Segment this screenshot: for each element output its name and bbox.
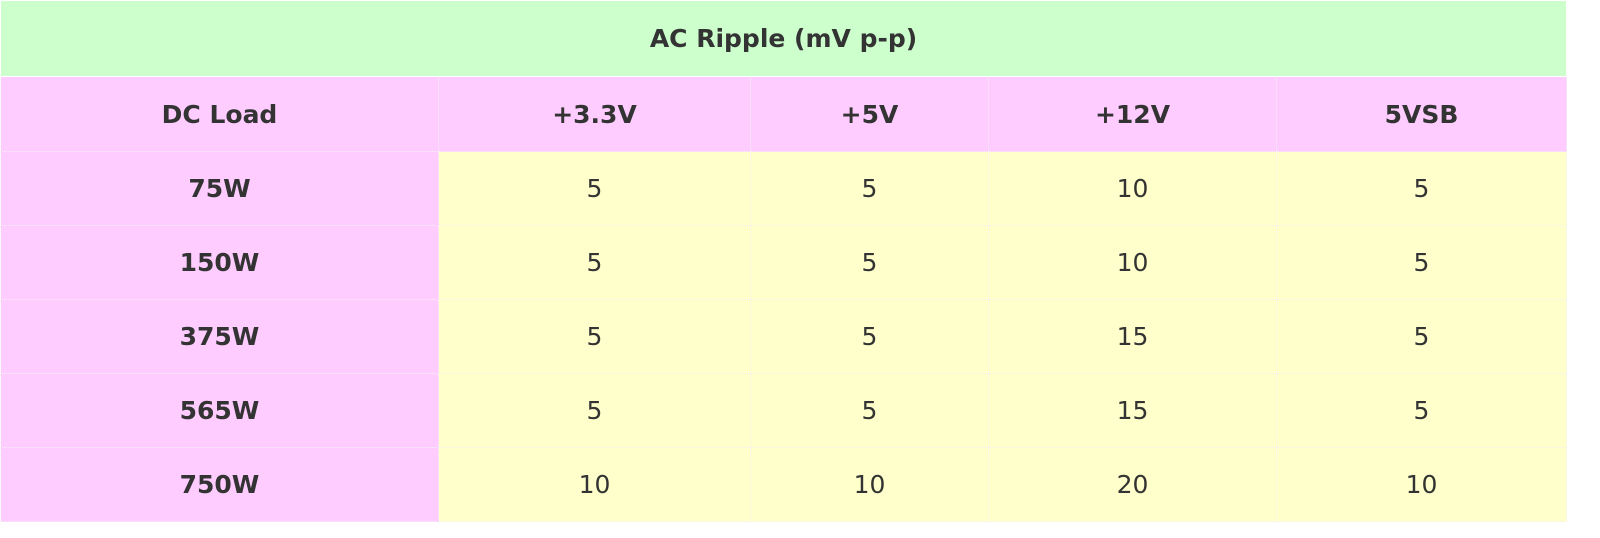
cell-value: 15	[988, 299, 1277, 374]
row-label: 150W	[0, 225, 439, 300]
cell-value: 5	[1276, 299, 1567, 374]
table-body: 75W 5 5 10 5 150W 5 5 10 5 375W 5 5 15 5 565W 5 5 15 5 750W 1…	[0, 151, 1567, 522]
cell-value: 5	[1276, 373, 1567, 448]
cell-value: 5	[750, 299, 989, 374]
table-row: 75W 5 5 10 5	[0, 151, 1567, 226]
cell-value: 5	[438, 373, 751, 448]
cell-value: 5	[750, 151, 989, 226]
cell-value: 10	[1276, 447, 1567, 522]
cell-value: 10	[438, 447, 751, 522]
title-row: AC Ripple (mV p-p)	[0, 0, 1567, 77]
cell-value: 10	[988, 225, 1277, 300]
cell-value: 10	[988, 151, 1277, 226]
row-label: 565W	[0, 373, 439, 448]
column-header: +3.3V	[438, 76, 751, 152]
header-row: DC Load +3.3V +5V +12V 5VSB	[0, 76, 1567, 152]
table-row: 150W 5 5 10 5	[0, 225, 1567, 300]
cell-value: 5	[750, 225, 989, 300]
table-row: 375W 5 5 15 5	[0, 299, 1567, 374]
cell-value: 15	[988, 373, 1277, 448]
cell-value: 5	[438, 225, 751, 300]
cell-value: 5	[750, 373, 989, 448]
cell-value: 5	[438, 151, 751, 226]
column-header: DC Load	[0, 76, 439, 152]
cell-value: 5	[1276, 225, 1567, 300]
cell-value: 5	[1276, 151, 1567, 226]
table-title: AC Ripple (mV p-p)	[0, 0, 1567, 77]
row-label: 75W	[0, 151, 439, 226]
cell-value: 10	[750, 447, 989, 522]
column-header: 5VSB	[1276, 76, 1567, 152]
table-row: 565W 5 5 15 5	[0, 373, 1567, 448]
cell-value: 5	[438, 299, 751, 374]
row-label: 750W	[0, 447, 439, 522]
column-header: +5V	[750, 76, 989, 152]
table-row: 750W 10 10 20 10	[0, 447, 1567, 522]
ripple-table: AC Ripple (mV p-p) DC Load +3.3V +5V +12V 5V…	[0, 0, 1567, 522]
cell-value: 20	[988, 447, 1277, 522]
row-label: 375W	[0, 299, 439, 374]
column-header: +12V	[988, 76, 1277, 152]
